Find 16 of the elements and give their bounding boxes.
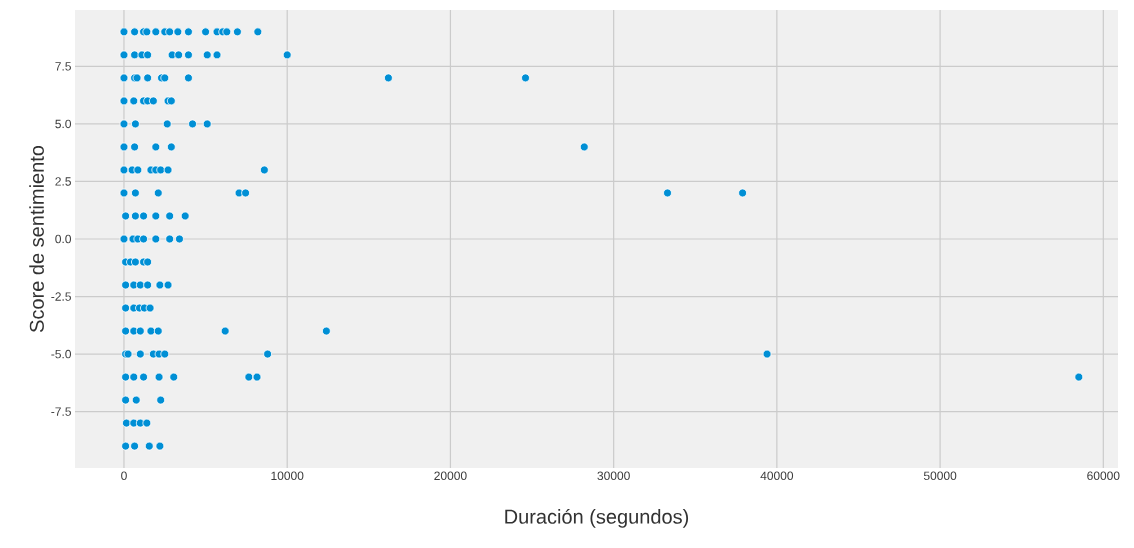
x-tick-label: 20000 [434, 471, 467, 481]
y-axis-title: Score de sentimiento [29, 145, 44, 333]
x-axis-title: Duración (segundos) [505, 508, 689, 528]
y-tick-label: -7.5 [51, 407, 71, 416]
y-tick-label: 5.0 [55, 119, 72, 129]
x-tick-label: 30000 [597, 471, 630, 481]
x-tick-label: 60000 [1087, 471, 1120, 481]
y-tick-label: -5.0 [51, 349, 72, 359]
y-tick-label: 7.5 [55, 62, 71, 71]
x-tick-label: 40000 [760, 471, 794, 481]
y-tick-label: 0.0 [55, 234, 72, 244]
y-tick-label: 2.5 [55, 177, 71, 186]
x-tick-label: 50000 [923, 471, 957, 481]
y-tick-label: -2.5 [51, 292, 71, 301]
x-tick-label: 10000 [271, 471, 304, 481]
x-tick-label: 0 [121, 471, 127, 481]
